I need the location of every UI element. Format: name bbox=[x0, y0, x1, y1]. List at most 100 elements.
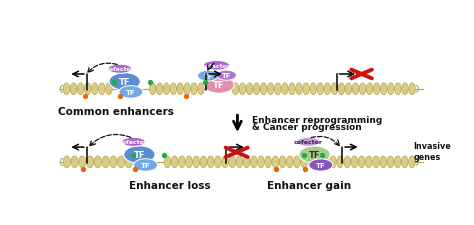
Text: cofactor: cofactor bbox=[119, 140, 148, 145]
Ellipse shape bbox=[99, 83, 105, 95]
Ellipse shape bbox=[86, 156, 94, 168]
Text: TF: TF bbox=[316, 162, 326, 168]
Ellipse shape bbox=[274, 83, 281, 95]
Ellipse shape bbox=[216, 71, 237, 81]
Ellipse shape bbox=[388, 83, 394, 95]
Ellipse shape bbox=[352, 83, 359, 95]
Ellipse shape bbox=[272, 156, 279, 168]
Ellipse shape bbox=[106, 83, 112, 95]
Ellipse shape bbox=[401, 156, 408, 168]
Ellipse shape bbox=[243, 156, 250, 168]
Text: cofactor: cofactor bbox=[202, 63, 231, 68]
Ellipse shape bbox=[172, 156, 178, 168]
Ellipse shape bbox=[322, 156, 329, 168]
Ellipse shape bbox=[215, 156, 221, 168]
Ellipse shape bbox=[193, 156, 200, 168]
Ellipse shape bbox=[70, 83, 77, 95]
Ellipse shape bbox=[77, 83, 84, 95]
Ellipse shape bbox=[232, 83, 239, 95]
Ellipse shape bbox=[236, 156, 243, 168]
Text: Enhancer gain: Enhancer gain bbox=[267, 180, 351, 191]
Ellipse shape bbox=[200, 156, 207, 168]
Ellipse shape bbox=[308, 156, 315, 168]
Ellipse shape bbox=[344, 156, 351, 168]
Text: & Cancer progression: & Cancer progression bbox=[252, 122, 362, 131]
Ellipse shape bbox=[108, 65, 132, 74]
Ellipse shape bbox=[118, 156, 125, 168]
Text: TF: TF bbox=[126, 90, 136, 95]
Ellipse shape bbox=[394, 156, 401, 168]
Ellipse shape bbox=[331, 83, 337, 95]
Ellipse shape bbox=[198, 83, 204, 95]
Ellipse shape bbox=[184, 83, 190, 95]
Ellipse shape bbox=[179, 156, 185, 168]
Text: TF: TF bbox=[134, 150, 145, 159]
Ellipse shape bbox=[395, 83, 401, 95]
Ellipse shape bbox=[156, 83, 163, 95]
Ellipse shape bbox=[246, 83, 253, 95]
Ellipse shape bbox=[186, 156, 192, 168]
Text: TF: TF bbox=[203, 73, 213, 79]
Ellipse shape bbox=[91, 83, 98, 95]
Ellipse shape bbox=[409, 156, 415, 168]
Text: cofactor: cofactor bbox=[105, 67, 134, 72]
Ellipse shape bbox=[177, 83, 183, 95]
Ellipse shape bbox=[222, 156, 228, 168]
Ellipse shape bbox=[94, 156, 101, 168]
Ellipse shape bbox=[309, 159, 333, 171]
Ellipse shape bbox=[110, 156, 117, 168]
Text: TF: TF bbox=[222, 73, 231, 79]
Ellipse shape bbox=[301, 156, 308, 168]
Ellipse shape bbox=[358, 156, 365, 168]
Ellipse shape bbox=[203, 61, 230, 71]
Ellipse shape bbox=[164, 83, 170, 95]
Text: TF: TF bbox=[213, 81, 225, 90]
Text: Enhancer loss: Enhancer loss bbox=[128, 180, 210, 191]
Ellipse shape bbox=[134, 159, 157, 171]
Text: cofactor: cofactor bbox=[294, 140, 323, 145]
Ellipse shape bbox=[267, 83, 274, 95]
Ellipse shape bbox=[337, 156, 343, 168]
Ellipse shape bbox=[109, 73, 140, 91]
Text: Enhancer reprogramming: Enhancer reprogramming bbox=[252, 115, 383, 124]
Ellipse shape bbox=[303, 83, 310, 95]
Ellipse shape bbox=[79, 156, 86, 168]
Ellipse shape bbox=[289, 83, 295, 95]
Text: TF: TF bbox=[141, 162, 150, 168]
Ellipse shape bbox=[170, 83, 176, 95]
Ellipse shape bbox=[296, 83, 302, 95]
Ellipse shape bbox=[345, 83, 352, 95]
Ellipse shape bbox=[373, 156, 379, 168]
Ellipse shape bbox=[365, 156, 372, 168]
Ellipse shape bbox=[258, 156, 264, 168]
Ellipse shape bbox=[380, 156, 386, 168]
Ellipse shape bbox=[229, 156, 236, 168]
Ellipse shape bbox=[204, 77, 234, 94]
Ellipse shape bbox=[71, 156, 78, 168]
Ellipse shape bbox=[164, 156, 171, 168]
Ellipse shape bbox=[329, 156, 336, 168]
Ellipse shape bbox=[279, 156, 286, 168]
Ellipse shape bbox=[254, 83, 260, 95]
Ellipse shape bbox=[315, 156, 322, 168]
Ellipse shape bbox=[338, 83, 345, 95]
Ellipse shape bbox=[121, 138, 146, 147]
Ellipse shape bbox=[207, 156, 214, 168]
Ellipse shape bbox=[286, 156, 293, 168]
Ellipse shape bbox=[84, 83, 91, 95]
Ellipse shape bbox=[197, 71, 219, 82]
Text: Invasive
genes: Invasive genes bbox=[414, 142, 452, 162]
Ellipse shape bbox=[351, 156, 358, 168]
Ellipse shape bbox=[374, 83, 380, 95]
Ellipse shape bbox=[191, 83, 197, 95]
Text: TF: TF bbox=[309, 150, 320, 159]
Ellipse shape bbox=[402, 83, 408, 95]
Ellipse shape bbox=[409, 83, 415, 95]
Ellipse shape bbox=[125, 156, 132, 168]
Text: TF: TF bbox=[119, 78, 130, 87]
Ellipse shape bbox=[366, 83, 373, 95]
Ellipse shape bbox=[324, 83, 330, 95]
Ellipse shape bbox=[359, 83, 366, 95]
Ellipse shape bbox=[282, 83, 288, 95]
Ellipse shape bbox=[149, 83, 156, 95]
